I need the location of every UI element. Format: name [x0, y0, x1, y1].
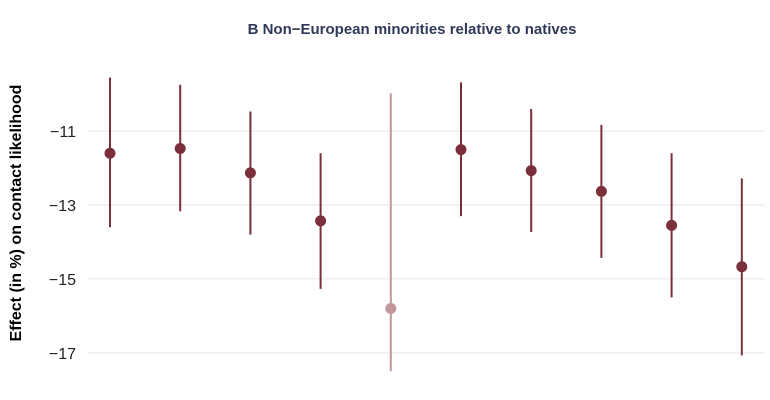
gridlines: [88, 130, 765, 354]
y-tick-label: −17: [49, 346, 76, 363]
y-axis-ticks: −11 −13 −15 −17: [49, 124, 76, 363]
point-estimate: [455, 144, 467, 156]
point-estimate: [104, 147, 116, 159]
estimate-point: [595, 124, 607, 258]
point-estimate: [525, 165, 537, 177]
estimate-point: [385, 93, 397, 372]
y-tick-label: −13: [49, 198, 76, 215]
point-estimate: [595, 185, 607, 197]
point-estimate: [385, 302, 397, 314]
estimate-point: [174, 84, 186, 212]
point-estimate: [736, 261, 748, 273]
estimate-point: [244, 111, 256, 235]
estimate-point: [455, 82, 467, 217]
point-estimate: [174, 142, 186, 154]
y-tick-label: −15: [49, 272, 76, 289]
chart-title: B Non−European minorities relative to na…: [248, 21, 577, 38]
estimate-point: [525, 108, 537, 232]
estimate-point: [736, 178, 748, 356]
y-axis-label: Effect (in %) on contact likelihood: [8, 85, 25, 342]
point-estimate: [315, 215, 327, 227]
y-tick-label: −11: [50, 124, 76, 141]
point-estimate: [666, 219, 678, 231]
estimate-point: [104, 77, 116, 228]
data-marks: [104, 77, 748, 372]
estimate-point: [666, 153, 678, 298]
estimate-point: [315, 153, 327, 289]
point-estimate: [244, 167, 256, 179]
